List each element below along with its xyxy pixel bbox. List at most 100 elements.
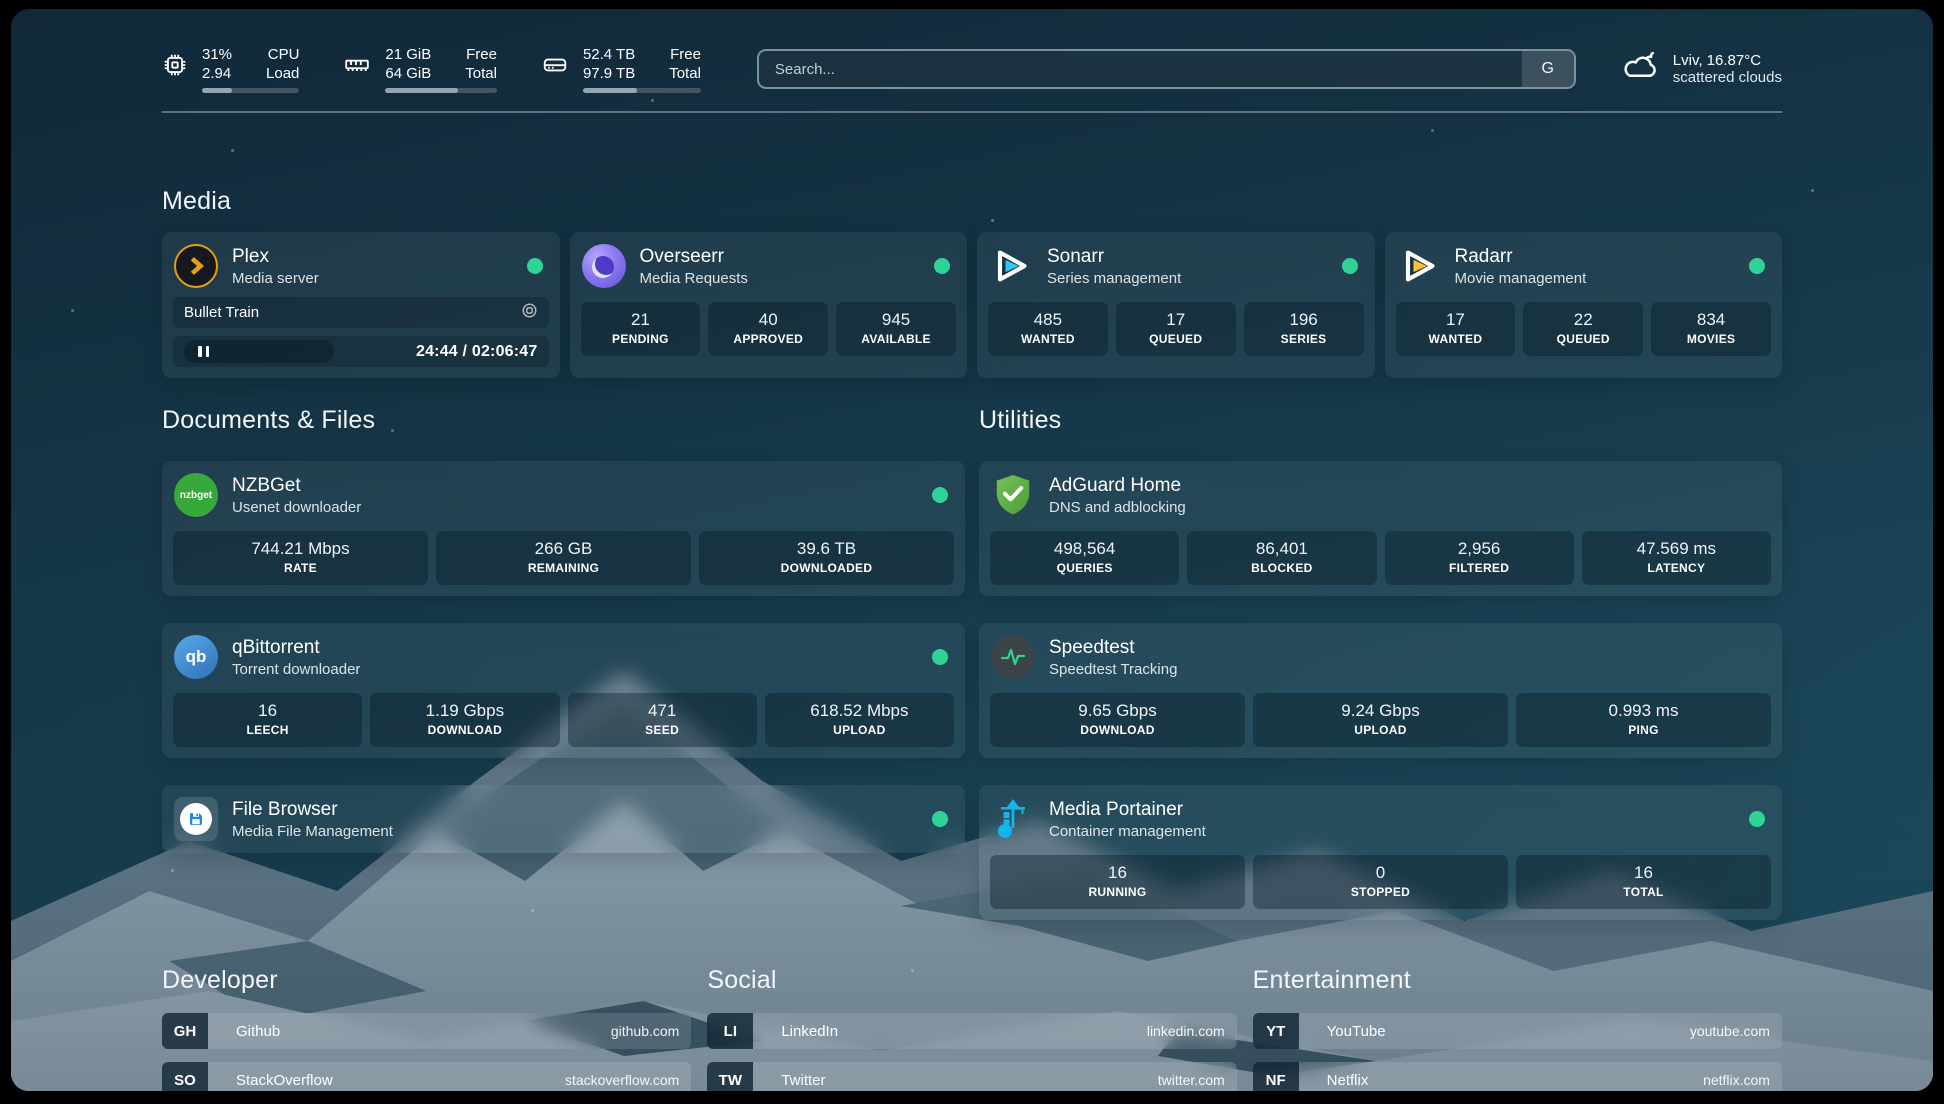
bookmark-linkedin[interactable]: LI LinkedIn linkedin.com (707, 1013, 1237, 1049)
search-provider-button[interactable]: G (1521, 51, 1574, 87)
service-card-portainer[interactable]: Media Portainer Container management 16 … (979, 785, 1782, 920)
stat-block: 471 SEED (567, 693, 757, 747)
cloud-icon (1620, 50, 1660, 89)
status-online-dot (934, 258, 950, 274)
bookmarks-entertainment: Entertainment YT YouTube youtube.com NF … (1252, 966, 1782, 1091)
bookmark-abbr: SO (162, 1062, 208, 1091)
stat-block: 17 WANTED (1395, 302, 1516, 356)
memory-values: 21 GiB 64 GiB (385, 46, 432, 82)
filebrowser-icon (173, 796, 219, 842)
service-title: Sonarr (1047, 245, 1105, 267)
stat-label: MOVIES (1686, 332, 1736, 346)
cpu-labels: CPU Load (266, 46, 300, 82)
stat-block: 39.6 TB DOWNLOADED (699, 531, 954, 585)
stat-block: 21 PENDING (580, 302, 701, 356)
bookmark-name: Netflix (1326, 1071, 1369, 1089)
service-description: Media Requests (639, 269, 748, 287)
bookmark-url: linkedin.com (1146, 1023, 1225, 1039)
stat-value: 22 (1573, 310, 1593, 329)
bookmark-name: Github (236, 1022, 281, 1040)
stat-label: LATENCY (1647, 561, 1706, 575)
weather-widget[interactable]: Lviv, 16.87°C scattered clouds (1620, 50, 1782, 89)
stat-block: 945 AVAILABLE (836, 302, 956, 356)
service-card-plex[interactable]: Plex Media server Bullet Train (162, 232, 560, 378)
search-bar[interactable]: G (756, 49, 1576, 89)
bookmark-youtube[interactable]: YT YouTube youtube.com (1252, 1013, 1782, 1049)
player-pause-pill[interactable] (184, 340, 334, 363)
stat-label: BLOCKED (1251, 561, 1313, 575)
status-online-dot (932, 487, 948, 503)
stat-value: 945 (881, 310, 911, 329)
service-description: Container management (1049, 822, 1206, 840)
stat-block: 834 MOVIES (1651, 302, 1771, 356)
bookmark-abbr: GH (162, 1013, 208, 1049)
service-card-overseerr[interactable]: Overseerr Media Requests 21 PENDING 40 A… (569, 232, 967, 378)
stat-value: 16 (1108, 863, 1127, 882)
stat-label: UPLOAD (1354, 723, 1407, 737)
portainer-icon (990, 796, 1036, 842)
stat-block: 16 LEECH (173, 693, 363, 747)
status-online-dot (526, 258, 543, 274)
service-card-nzbget[interactable]: nzbget NZBGet Usenet downloader 744.21 M… (162, 461, 965, 596)
section-heading-developer: Developer (162, 966, 278, 994)
service-title: NZBGet (232, 474, 301, 496)
section-heading-social: Social (707, 966, 777, 994)
stat-label: PING (1628, 723, 1659, 737)
stat-block: 196 SERIES (1243, 302, 1364, 356)
service-card-adguard[interactable]: AdGuard Home DNS and adblocking 498,564 … (979, 461, 1782, 596)
bookmark-name: YouTube (1326, 1022, 1386, 1040)
media-player-bar[interactable]: 24:44 / 02:06:47 (173, 336, 549, 367)
stat-label: REMAINING (527, 561, 600, 575)
adguard-icon (990, 472, 1036, 518)
status-online-dot (932, 649, 948, 665)
stat-value: 498,564 (1053, 539, 1116, 558)
stat-block: 1.19 Gbps DOWNLOAD (370, 693, 560, 747)
service-card-sonarr[interactable]: Sonarr Series management 485 WANTED 17 Q… (977, 232, 1375, 378)
media-card-grid: Plex Media server Bullet Train (162, 232, 1782, 378)
bookmark-name: Twitter (781, 1071, 826, 1089)
stat-value: 618.52 Mbps (810, 701, 909, 720)
bookmark-netflix[interactable]: NF Netflix netflix.com (1252, 1062, 1782, 1091)
bookmark-stackoverflow[interactable]: SO StackOverflow stackoverflow.com (162, 1062, 692, 1091)
nzbget-icon: nzbget (173, 472, 219, 518)
stat-block: 0 STOPPED (1253, 855, 1508, 909)
stat-value: 40 (758, 310, 778, 329)
bookmark-abbr: TW (707, 1062, 754, 1091)
bookmark-github[interactable]: GH Github github.com (162, 1013, 692, 1049)
disk-usage-bar (582, 88, 701, 93)
service-description: DNS and adblocking (1049, 498, 1186, 516)
radarr-icon (1396, 243, 1442, 289)
service-card-radarr[interactable]: Radarr Movie management 17 WANTED 22 QUE… (1384, 232, 1782, 378)
service-title: Media Portainer (1049, 798, 1184, 820)
stat-block: 9.65 Gbps DOWNLOAD (990, 693, 1245, 747)
service-title: Speedtest (1049, 636, 1135, 658)
stat-label: SERIES (1280, 332, 1327, 346)
disk-icon (541, 52, 569, 83)
stat-label: RUNNING (1088, 885, 1147, 899)
service-card-qbittorrent[interactable]: qb qBittorrent Torrent downloader 16 LEE… (162, 623, 965, 758)
search-input[interactable] (758, 51, 1522, 87)
stat-block: 498,564 QUERIES (990, 531, 1180, 585)
stat-label: WANTED (1428, 332, 1483, 346)
stat-label: FILTERED (1449, 561, 1510, 575)
stat-value: 0.993 ms (1608, 701, 1679, 720)
service-card-filebrowser[interactable]: File Browser Media File Management (162, 785, 965, 853)
cpu-icon (162, 52, 188, 83)
stat-label: SEED (645, 723, 680, 737)
stat-label: AVAILABLE (861, 332, 931, 346)
top-bar: 31% 2.94 CPU Load (162, 45, 1782, 93)
bookmark-twitter[interactable]: TW Twitter twitter.com (707, 1062, 1237, 1091)
now-playing-row: Bullet Train (173, 297, 549, 328)
service-card-speedtest[interactable]: Speedtest Speedtest Tracking 9.65 Gbps D… (979, 623, 1782, 758)
stat-value: 86,401 (1255, 539, 1308, 558)
sonarr-icon (988, 243, 1034, 289)
stat-value: 266 GB (534, 539, 593, 558)
stat-value: 17 (1166, 310, 1186, 329)
bookmark-url: twitter.com (1157, 1072, 1225, 1088)
stat-value: 471 (647, 701, 677, 720)
stat-value: 9.65 Gbps (1078, 701, 1157, 720)
stat-label: APPROVED (733, 332, 804, 346)
stat-label: TOTAL (1623, 885, 1664, 899)
stat-block: 266 GB REMAINING (436, 531, 691, 585)
overseerr-icon (581, 243, 627, 289)
